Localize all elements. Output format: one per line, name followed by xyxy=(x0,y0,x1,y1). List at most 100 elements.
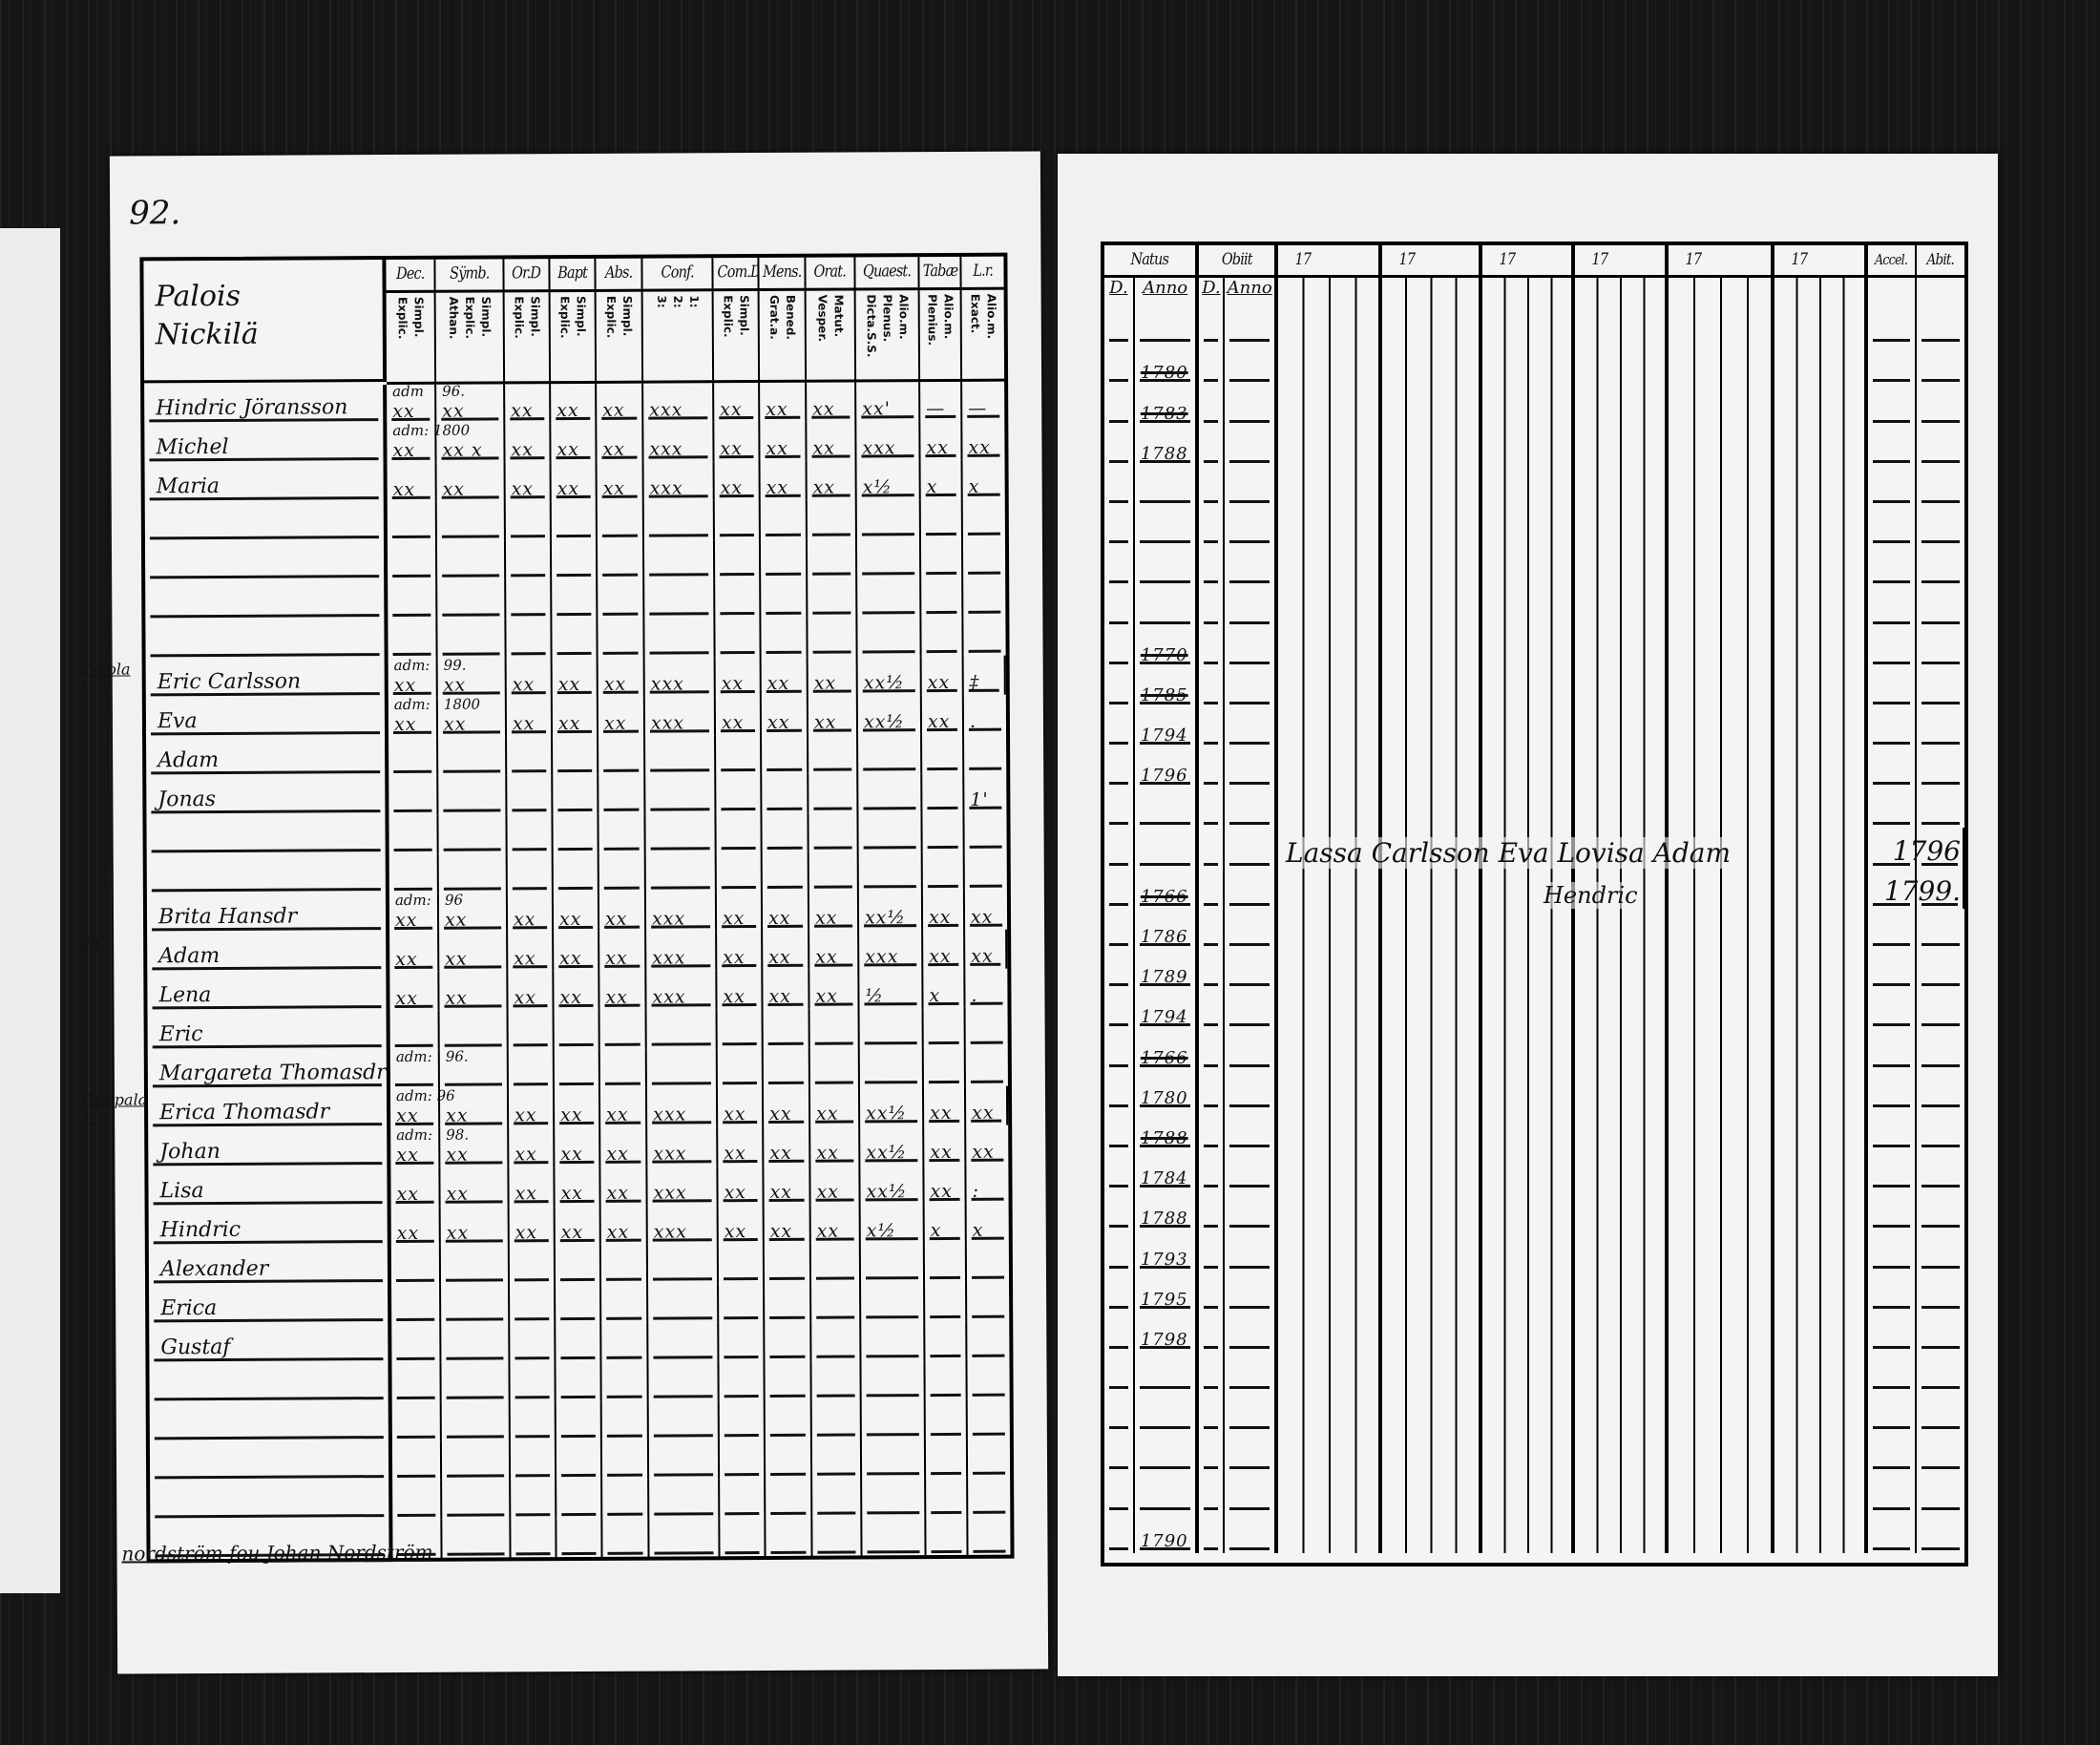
mark-cell: xx xyxy=(714,460,761,501)
abit-cell xyxy=(1917,868,1964,909)
mark-cell: xx½ xyxy=(859,1086,925,1126)
row-rule xyxy=(396,1396,435,1400)
mark-cell xyxy=(967,1282,1009,1321)
row-rule xyxy=(1872,822,1911,826)
mark-cell: xx xyxy=(439,971,509,1011)
year-column xyxy=(1382,385,1482,426)
row-rule xyxy=(1872,661,1911,664)
row-rule xyxy=(813,885,852,889)
mark-cell xyxy=(643,539,716,579)
row-rule xyxy=(863,885,916,889)
attainment-mark: xx xyxy=(930,1102,953,1125)
mark-cell xyxy=(645,774,717,814)
attainment-mark: xxx xyxy=(653,1182,687,1204)
day-cell xyxy=(1104,788,1135,829)
anno-cell xyxy=(1135,586,1200,627)
admission-note: adm: xyxy=(394,891,431,910)
column-header-label: Tabæ xyxy=(922,261,958,282)
year-column xyxy=(1668,465,1775,506)
day-cell xyxy=(1199,1230,1226,1272)
row-rule xyxy=(650,847,710,851)
row-rule xyxy=(867,1511,920,1515)
column-header: Orat. xyxy=(806,257,856,288)
year-column xyxy=(1278,1109,1383,1150)
day-cell xyxy=(1104,1069,1135,1110)
mark-cell: xxx xyxy=(647,1126,719,1167)
year-column xyxy=(1575,1069,1669,1110)
row-rule xyxy=(1139,499,1191,503)
accel-cell xyxy=(1868,1149,1918,1191)
mark-cell: xx xyxy=(808,656,858,696)
attainment-mark: xx xyxy=(604,908,628,930)
year-column xyxy=(1278,465,1383,506)
year-column xyxy=(1774,425,1868,466)
row-rule xyxy=(558,1042,594,1047)
year-column xyxy=(1382,1230,1482,1272)
row-rule xyxy=(446,1396,504,1399)
year-column xyxy=(1382,1472,1482,1513)
row-rule xyxy=(1109,782,1128,786)
row-rule xyxy=(925,532,956,536)
attainment-mark: xx½ xyxy=(863,711,905,733)
year-column xyxy=(1382,278,1482,305)
mark-cell xyxy=(808,812,859,852)
row-rule xyxy=(1872,1426,1911,1430)
day-cell xyxy=(1104,385,1135,426)
year-column xyxy=(1575,666,1669,707)
row-rule xyxy=(512,848,547,851)
year-column-header: 17 xyxy=(1774,245,1868,275)
mark-cell xyxy=(599,1048,647,1088)
table-row: 1795 xyxy=(1104,1271,1964,1312)
attainment-mark: xxx xyxy=(650,673,684,695)
mark-cell xyxy=(602,1518,650,1558)
table-row: 1770 xyxy=(1104,626,1964,667)
year-column xyxy=(1382,666,1482,707)
mark-cell xyxy=(717,1047,764,1088)
mark-cell: 96 xx xyxy=(438,892,509,933)
row-rule xyxy=(1922,943,1960,946)
mark-cell: xx xyxy=(597,422,644,462)
anno-cell: 1770 xyxy=(1135,626,1200,667)
attainment-mark: xx xyxy=(557,712,581,735)
mark-cell xyxy=(644,618,716,658)
row-rule xyxy=(1229,1104,1270,1107)
accel-cell xyxy=(1868,1432,1918,1473)
year-column xyxy=(1481,425,1576,466)
row-rule xyxy=(1139,862,1191,866)
row-rule xyxy=(724,1395,759,1398)
row-rule xyxy=(1872,379,1911,383)
mark-cell xyxy=(391,1440,443,1482)
year-column xyxy=(1668,505,1775,547)
year-column xyxy=(1668,1432,1775,1473)
row-rule xyxy=(970,1080,1003,1083)
mark-cell xyxy=(714,499,761,540)
anno-cell xyxy=(1225,868,1279,909)
attainment-mark: xx xyxy=(603,673,627,695)
row-rule xyxy=(769,1355,806,1358)
row-rule xyxy=(513,1043,548,1047)
subheader-label: Bened. xyxy=(784,294,798,340)
mark-cell xyxy=(644,578,716,619)
person-name: Jonas xyxy=(158,787,217,812)
row-rule xyxy=(1922,1506,1960,1510)
mark-cell xyxy=(765,1360,812,1400)
year-column xyxy=(1481,626,1576,667)
mark-cell xyxy=(857,617,922,657)
year-column-header: 17 xyxy=(1382,245,1482,275)
row-rule xyxy=(1229,1185,1270,1188)
year-column xyxy=(1382,546,1482,587)
mark-cell xyxy=(552,578,598,620)
year-column xyxy=(1481,1472,1576,1513)
year-column xyxy=(1575,345,1669,386)
row-rule xyxy=(770,1472,807,1476)
year-column xyxy=(1668,586,1775,627)
year-column xyxy=(1278,385,1383,426)
year-column xyxy=(1668,345,1775,386)
year-column xyxy=(1481,949,1576,990)
table-row xyxy=(1104,1392,1964,1433)
day-cell xyxy=(1199,1392,1226,1433)
mark-cell: xx xyxy=(551,422,598,463)
row-rule xyxy=(1139,1426,1191,1430)
mark-cell xyxy=(388,814,439,855)
mark-cell xyxy=(436,540,507,580)
